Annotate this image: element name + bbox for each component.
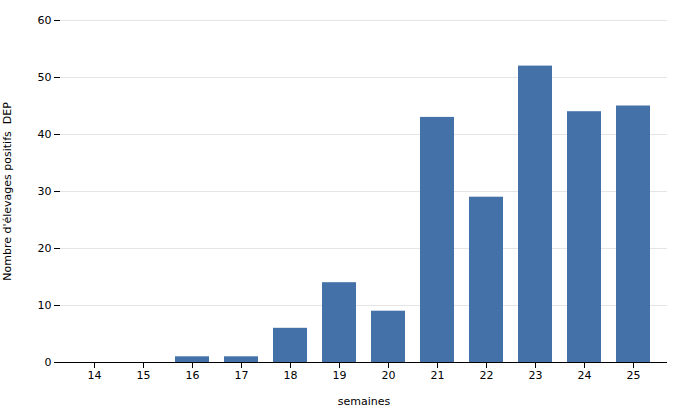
svg-text:0: 0 bbox=[45, 356, 52, 369]
svg-text:22: 22 bbox=[480, 369, 494, 382]
svg-text:18: 18 bbox=[284, 369, 298, 382]
svg-text:25: 25 bbox=[627, 369, 641, 382]
svg-text:24: 24 bbox=[578, 369, 592, 382]
svg-text:15: 15 bbox=[137, 369, 151, 382]
svg-text:40: 40 bbox=[38, 128, 52, 141]
svg-text:17: 17 bbox=[235, 369, 249, 382]
svg-text:Nombre d'élevages positifs DE: Nombre d'élevages positifs DEP bbox=[1, 102, 14, 281]
svg-text:21: 21 bbox=[431, 369, 445, 382]
svg-text:10: 10 bbox=[38, 299, 52, 312]
svg-text:16: 16 bbox=[186, 369, 200, 382]
svg-text:14: 14 bbox=[88, 369, 102, 382]
svg-text:50: 50 bbox=[38, 71, 52, 84]
svg-text:semaines: semaines bbox=[338, 395, 391, 407]
svg-text:19: 19 bbox=[333, 369, 347, 382]
svg-text:23: 23 bbox=[529, 369, 543, 382]
svg-text:20: 20 bbox=[382, 369, 396, 382]
svg-text:30: 30 bbox=[38, 185, 52, 198]
svg-text:60: 60 bbox=[38, 14, 52, 27]
svg-text:20: 20 bbox=[38, 242, 52, 255]
